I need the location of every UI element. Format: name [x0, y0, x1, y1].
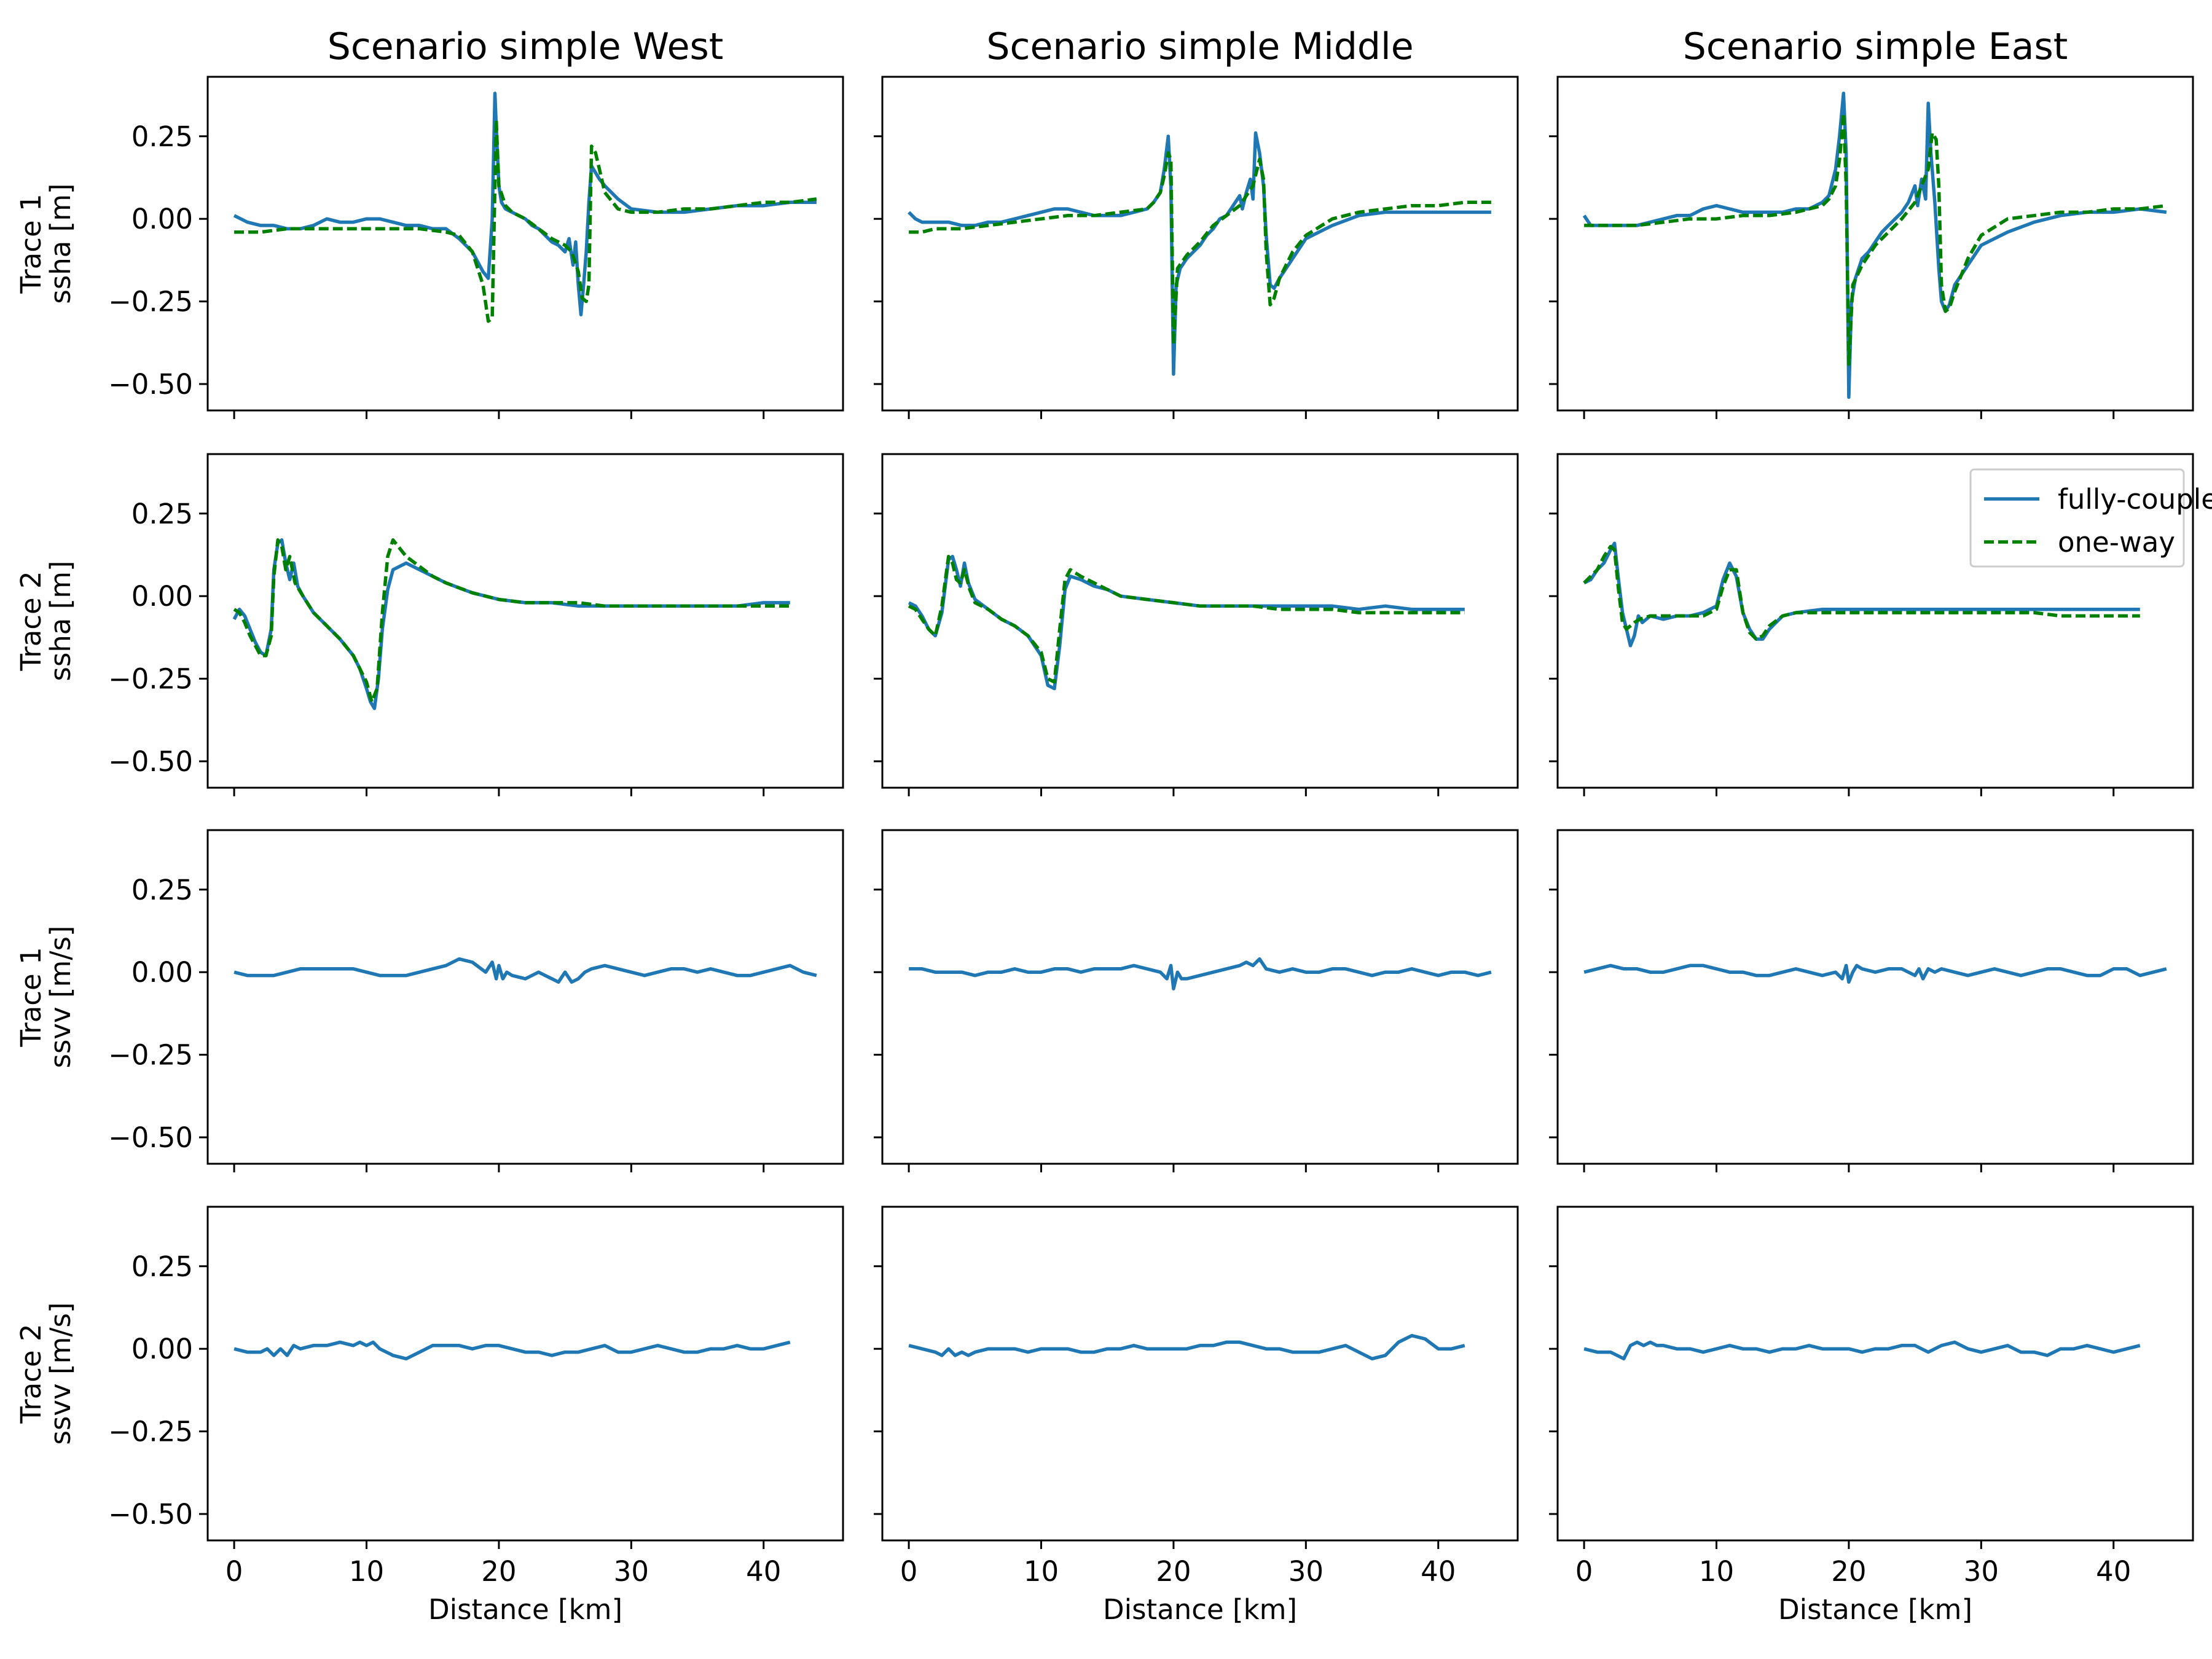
x-axis-label: Distance [km] — [1103, 1593, 1297, 1626]
axes-frame — [881, 1206, 1519, 1542]
axes-frame — [206, 1206, 844, 1542]
y-tick-label: 0.25 — [131, 874, 193, 906]
axes-frame — [1556, 76, 2194, 412]
x-tick-label: 0 — [900, 1555, 918, 1588]
y-axis-label: Trace 1ssvv [m/s] — [15, 925, 77, 1068]
y-axis-label-line: ssvv [m/s] — [44, 1302, 77, 1445]
column-title: Scenario simple East — [1683, 25, 2068, 68]
y-tick-label: −0.25 — [108, 1039, 193, 1072]
series-line-one-way — [1583, 544, 2140, 641]
subplot-panel: 0 10 20 30 40 Distance [km] — [874, 1206, 1519, 1626]
y-axis-label-line: Trace 1 — [15, 194, 47, 294]
column-titles: Scenario simple West Scenario simple Midd… — [327, 25, 2068, 68]
axes-frame — [881, 829, 1519, 1165]
y-axis-label-line: ssha [m] — [44, 183, 77, 304]
axes-frame — [1556, 453, 2194, 789]
axes-frame — [206, 829, 844, 1165]
y-tick-label: −0.25 — [108, 286, 193, 318]
y-tick-label: 0.00 — [131, 1333, 193, 1365]
y-axis-label-line: ssha [m] — [44, 560, 77, 681]
x-tick-label: 0 — [1575, 1555, 1593, 1588]
x-tick-label: 20 — [481, 1555, 516, 1588]
x-tick-label: 20 — [1831, 1555, 1866, 1588]
axes-frame — [206, 453, 844, 789]
series-line-fully-coupled — [908, 1333, 1465, 1361]
series-line-fully-coupled — [1583, 1340, 2141, 1361]
y-tick-label: 0.00 — [131, 580, 193, 613]
y-tick-label: −0.25 — [108, 663, 193, 696]
y-tick-label: 0.00 — [131, 956, 193, 989]
y-axis-label: Trace 2ssha [m] — [15, 560, 77, 681]
x-tick-label: 40 — [1421, 1555, 1456, 1588]
x-tick-label: 30 — [614, 1555, 649, 1588]
subplot-panel — [874, 76, 1519, 419]
legend-box — [1969, 468, 2185, 568]
subplot-panel — [1549, 453, 2194, 796]
y-axis-label-line: Trace 1 — [15, 947, 47, 1047]
column-title: Scenario simple West — [327, 25, 724, 68]
y-axis-label-line: ssvv [m/s] — [44, 925, 77, 1068]
axes-frame — [881, 76, 1519, 412]
y-tick-label: 0.25 — [131, 498, 193, 530]
legend-label: fully-coupled — [2058, 483, 2212, 516]
x-tick-label: 40 — [746, 1555, 781, 1588]
series-line-one-way — [909, 151, 1491, 347]
subplot-panel — [1549, 829, 2194, 1172]
axes-frame — [206, 76, 844, 412]
subplot-panel: −0.50 −0.25 0.00 0.25 Trace 1ssvv [m/s] — [15, 829, 844, 1172]
subplot-panel: −0.50 −0.25 0.00 0.25 Trace 2ssha [m] — [15, 453, 844, 796]
legend-label: one-way — [2058, 526, 2175, 559]
legend: fully-coupled one-way — [1969, 468, 2212, 568]
series-line-one-way — [1584, 111, 2167, 366]
series-line-fully-coupled — [909, 957, 1492, 990]
series-line-one-way — [908, 554, 1465, 684]
y-axis-label: Trace 1ssha [m] — [15, 183, 77, 304]
axes-frame — [1556, 829, 2194, 1165]
x-axis-label: Distance [km] — [1778, 1593, 1972, 1626]
series-line-fully-coupled — [1583, 963, 2167, 984]
y-tick-label: 0.25 — [131, 1250, 193, 1283]
subplot-panel: 0 10 20 30 40 Distance [km] — [1549, 1206, 2194, 1626]
series-line-fully-coupled — [1582, 92, 2167, 399]
subplot-panel — [1549, 76, 2194, 419]
subplot-panel: −0.50 −0.25 0.00 0.25 0 10 20 30 40 Distance [km]… — [15, 1206, 844, 1626]
x-tick-label: 20 — [1156, 1555, 1191, 1588]
x-tick-label: 30 — [1288, 1555, 1324, 1588]
y-tick-label: −0.25 — [108, 1416, 193, 1448]
x-axis-label: Distance [km] — [428, 1593, 622, 1626]
y-tick-label: −0.50 — [108, 368, 193, 401]
y-tick-label: −0.50 — [108, 1498, 193, 1531]
y-axis-label-line: Trace 2 — [15, 1324, 47, 1424]
subplot-panel — [874, 829, 1519, 1172]
x-tick-label: 10 — [1024, 1555, 1059, 1588]
x-tick-label: 40 — [2096, 1555, 2131, 1588]
series-line-fully-coupled — [233, 1340, 791, 1361]
y-tick-label: 0.25 — [131, 120, 193, 153]
y-tick-label: −0.50 — [108, 1121, 193, 1154]
column-title: Scenario simple Middle — [986, 25, 1413, 68]
series-line-one-way — [234, 118, 817, 323]
subplot-panel: −0.50 −0.25 0.00 0.25 Trace 1ssha [m] — [15, 76, 844, 419]
subplot-panel — [874, 453, 1519, 796]
series-line-fully-coupled — [233, 957, 817, 984]
axes-frame — [1556, 1206, 2194, 1542]
y-tick-label: 0.00 — [131, 203, 193, 235]
x-tick-label: 10 — [1699, 1555, 1734, 1588]
y-tick-label: −0.50 — [108, 745, 193, 778]
x-tick-label: 10 — [349, 1555, 384, 1588]
axes-frame — [881, 453, 1519, 789]
x-tick-label: 30 — [1964, 1555, 1999, 1588]
y-axis-label-line: Trace 2 — [15, 571, 47, 671]
y-axis-label: Trace 2ssvv [m/s] — [15, 1302, 77, 1445]
x-tick-label: 0 — [226, 1555, 243, 1588]
series-line-one-way — [233, 538, 790, 704]
